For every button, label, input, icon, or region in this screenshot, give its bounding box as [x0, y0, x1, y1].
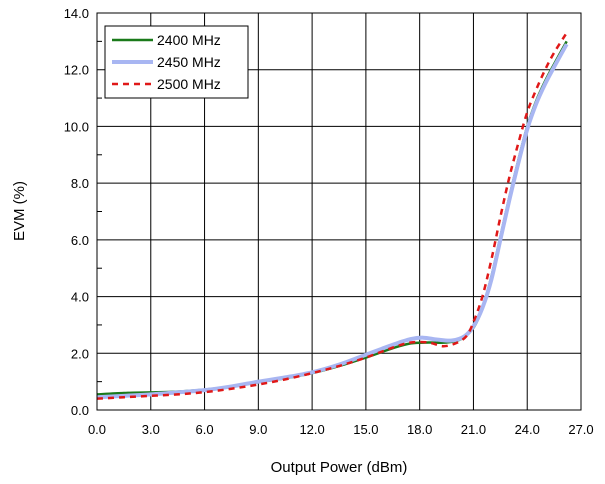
- legend: 2400 MHz 2450 MHz 2500 MHz: [104, 25, 249, 99]
- x-tick-label: 0.0: [88, 422, 106, 437]
- x-tick-label: 27.0: [568, 422, 593, 437]
- y-tick-label: 4.0: [71, 290, 89, 305]
- x-tick-label: 6.0: [196, 422, 214, 437]
- y-tick-label: 14.0: [64, 6, 89, 21]
- y-tick-label: 6.0: [71, 233, 89, 248]
- y-axis-ticks: 0.0 2.0 4.0 6.0 8.0 10.0 12.0 14.0: [64, 6, 89, 418]
- x-tick-label: 15.0: [353, 422, 378, 437]
- y-tick-label: 12.0: [64, 63, 89, 78]
- x-tick-label: 24.0: [515, 422, 540, 437]
- series-line-2500-mhz: [96, 32, 568, 400]
- plot-frame: [96, 12, 582, 411]
- y-axis-title: EVM (%): [11, 181, 28, 241]
- y-tick-label: 10.0: [64, 119, 89, 134]
- legend-label-2500-mhz: 2500 MHz: [157, 76, 221, 92]
- x-tick-label: 18.0: [407, 422, 432, 437]
- series-layer: [96, 32, 569, 400]
- x-axis-title: Output Power (dBm): [271, 459, 408, 476]
- series-line-2450-mhz: [96, 43, 569, 400]
- y-tick-label: 0.0: [71, 403, 89, 418]
- x-tick-label: 21.0: [461, 422, 486, 437]
- x-tick-label: 3.0: [142, 422, 160, 437]
- x-tick-label: 9.0: [249, 422, 267, 437]
- x-tick-label: 12.0: [299, 422, 324, 437]
- y-tick-label: 2.0: [71, 346, 89, 361]
- legend-label-2450-mhz: 2450 MHz: [157, 54, 221, 70]
- legend-label-2400-mhz: 2400 MHz: [157, 32, 221, 48]
- y-tick-label: 8.0: [71, 176, 89, 191]
- x-axis-ticks: 0.0 3.0 6.0 9.0 12.0 15.0 18.0 21.0 24.0 27.0: [88, 422, 594, 437]
